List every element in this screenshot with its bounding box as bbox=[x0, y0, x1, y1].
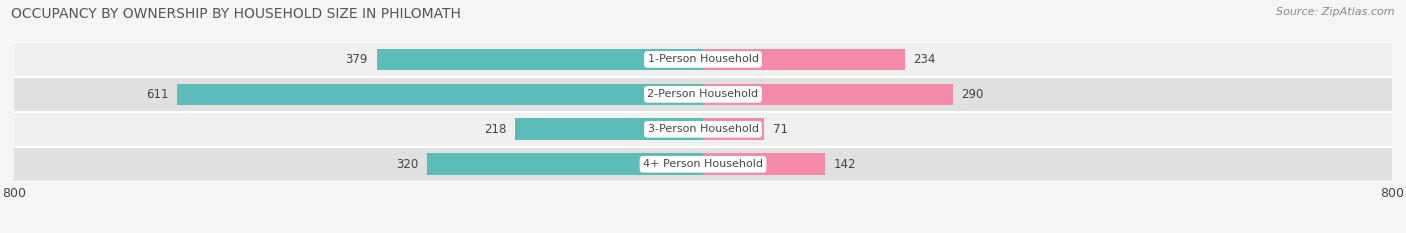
Text: Source: ZipAtlas.com: Source: ZipAtlas.com bbox=[1277, 7, 1395, 17]
Bar bbox=[377, 49, 703, 70]
Bar bbox=[14, 147, 1392, 182]
Text: 320: 320 bbox=[396, 158, 419, 171]
Text: 611: 611 bbox=[146, 88, 169, 101]
Bar bbox=[703, 84, 953, 105]
Text: 218: 218 bbox=[484, 123, 506, 136]
Bar bbox=[14, 42, 1392, 77]
Bar bbox=[177, 84, 703, 105]
Text: 234: 234 bbox=[912, 53, 935, 66]
Text: 290: 290 bbox=[962, 88, 984, 101]
Text: 3-Person Household: 3-Person Household bbox=[648, 124, 758, 134]
Bar bbox=[703, 49, 904, 70]
Bar bbox=[703, 118, 763, 140]
Bar bbox=[14, 112, 1392, 147]
Bar bbox=[14, 77, 1392, 112]
Text: 379: 379 bbox=[346, 53, 368, 66]
Bar bbox=[427, 154, 703, 175]
Bar bbox=[703, 154, 825, 175]
Bar bbox=[515, 118, 703, 140]
Text: 1-Person Household: 1-Person Household bbox=[648, 55, 758, 64]
Text: 4+ Person Household: 4+ Person Household bbox=[643, 159, 763, 169]
Text: OCCUPANCY BY OWNERSHIP BY HOUSEHOLD SIZE IN PHILOMATH: OCCUPANCY BY OWNERSHIP BY HOUSEHOLD SIZE… bbox=[11, 7, 461, 21]
Text: 2-Person Household: 2-Person Household bbox=[647, 89, 759, 99]
Text: 71: 71 bbox=[773, 123, 787, 136]
Text: 142: 142 bbox=[834, 158, 856, 171]
